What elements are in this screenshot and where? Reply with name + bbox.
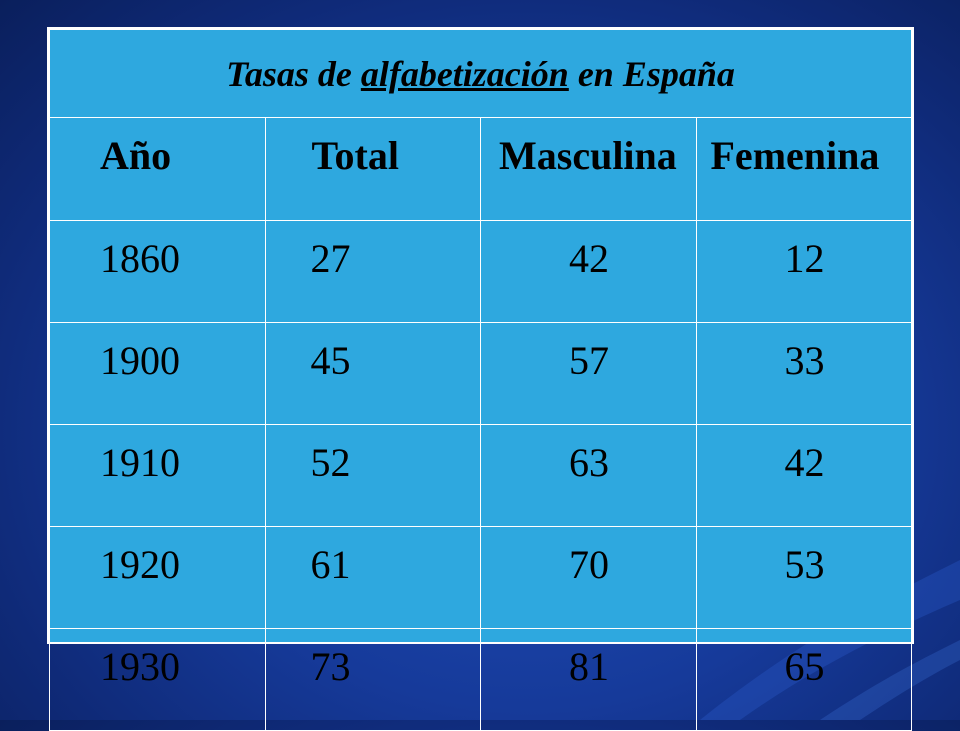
cell-female: 42 bbox=[695, 424, 912, 527]
header-total: Total bbox=[264, 117, 481, 221]
table-row: 1900 45 57 33 bbox=[49, 322, 912, 425]
cell-female: 33 bbox=[695, 322, 912, 425]
table-title-post: en España bbox=[568, 53, 735, 94]
cell-male: 42 bbox=[480, 220, 697, 323]
cell-total: 45 bbox=[264, 322, 481, 425]
cell-year: 1910 bbox=[49, 424, 266, 527]
header-female: Femenina bbox=[695, 117, 912, 221]
table-row: 1910 52 63 42 bbox=[49, 424, 912, 527]
cell-total: 73 bbox=[264, 628, 481, 731]
cell-female: 12 bbox=[695, 220, 912, 323]
cell-female: 65 bbox=[695, 628, 912, 731]
cell-year: 1920 bbox=[49, 526, 266, 629]
table-row: 1860 27 42 12 bbox=[49, 220, 912, 323]
title-row: Tasas de alfabetización en España bbox=[49, 29, 912, 118]
table-row: 1920 61 70 53 bbox=[49, 526, 912, 629]
cell-total: 61 bbox=[264, 526, 481, 629]
cell-total: 27 bbox=[264, 220, 481, 323]
literacy-table: Tasas de alfabetización en España Año To… bbox=[49, 29, 912, 731]
cell-male: 70 bbox=[480, 526, 697, 629]
cell-female: 53 bbox=[695, 526, 912, 629]
cell-male: 57 bbox=[480, 322, 697, 425]
table-title-underlined: alfabetización bbox=[360, 53, 569, 94]
cell-male: 81 bbox=[480, 628, 697, 731]
literacy-table-container: Tasas de alfabetización en España Año To… bbox=[47, 27, 914, 731]
table-title: Tasas de alfabetización en España bbox=[49, 29, 912, 118]
header-year: Año bbox=[49, 117, 266, 221]
header-row: Año Total Masculina Femenina bbox=[49, 117, 912, 221]
cell-year: 1930 bbox=[49, 628, 266, 731]
table-row: 1930 73 81 65 bbox=[49, 628, 912, 731]
header-male: Masculina bbox=[480, 117, 697, 221]
cell-year: 1860 bbox=[49, 220, 266, 323]
cell-year: 1900 bbox=[49, 322, 266, 425]
cell-total: 52 bbox=[264, 424, 481, 527]
table-title-pre: Tasas de bbox=[226, 53, 361, 94]
cell-male: 63 bbox=[480, 424, 697, 527]
